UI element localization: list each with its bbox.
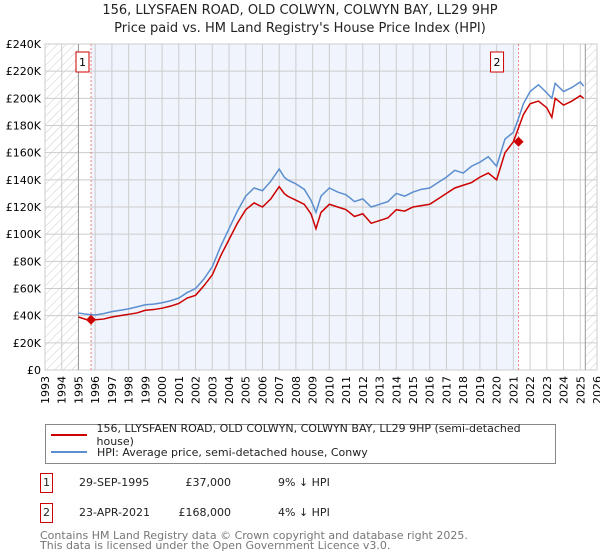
y-tick-label: £0	[27, 364, 41, 377]
hpi-line	[78, 81, 585, 316]
x-tick-label: 2019	[474, 376, 487, 404]
y-tick-label: £140K	[6, 174, 42, 187]
y-tick-label: £120K	[6, 201, 42, 214]
x-tick-label: 2016	[424, 376, 437, 404]
x-tick-label: 2007	[273, 376, 286, 404]
sale-row: 2 23-APR-2021 £168,000 4% ↓ HPI	[40, 503, 600, 523]
sale-hpi-diff: 4% ↓ HPI	[278, 506, 330, 519]
x-tick-label: 2008	[290, 376, 303, 404]
sale-label: 2	[494, 56, 501, 69]
x-tick-label: 2003	[206, 376, 219, 404]
y-tick-label: £220K	[6, 65, 42, 78]
y-tick-label: £20K	[13, 337, 42, 350]
x-tick-label: 1995	[72, 376, 85, 404]
y-tick-label: £40K	[13, 310, 42, 323]
y-tick-label: £160K	[6, 147, 42, 160]
y-tick-label: £240K	[6, 38, 42, 51]
x-tick-label: 2014	[390, 376, 403, 404]
sale-price: £37,000	[185, 476, 232, 489]
x-tick-label: 2000	[156, 376, 169, 404]
x-tick-label: 2005	[240, 376, 253, 404]
x-tick-label: 2001	[173, 376, 186, 404]
legend-item-property: 156, LLYSFAEN ROAD, OLD COLWYN, COLWYN B…	[46, 422, 555, 448]
sale-row: 1 29-SEP-1995 £37,000 9% ↓ HPI	[40, 473, 600, 493]
footer-copyright: Contains HM Land Registry data © Crown c…	[40, 529, 468, 542]
legend-label: HPI: Average price, semi-detached house,…	[97, 445, 368, 459]
x-tick-label: 1998	[123, 376, 136, 404]
x-tick-label: 2010	[323, 376, 336, 404]
x-tick-label: 2004	[223, 376, 236, 404]
sale-date: 29-SEP-1995	[79, 476, 150, 489]
x-tick-label: 1993	[39, 376, 52, 404]
x-tick-label: 2009	[307, 376, 320, 404]
x-tick-label: 2020	[491, 376, 504, 404]
x-tick-label: 2023	[541, 376, 554, 404]
x-tick-label: 1994	[56, 376, 69, 404]
footer-licence: This data is licensed under the Open Gov…	[40, 539, 391, 552]
x-tick-label: 2025	[574, 376, 587, 404]
y-tick-label: £200K	[6, 92, 42, 105]
x-tick-label: 1997	[106, 376, 119, 404]
x-tick-label: 2012	[357, 376, 370, 404]
blue-line-swatch	[51, 451, 87, 453]
y-tick-label: £180K	[6, 120, 42, 133]
y-tick-label: £100K	[6, 228, 42, 241]
x-tick-label: 2006	[256, 376, 269, 404]
x-tick-label: 1999	[139, 376, 152, 404]
sale-price: £168,000	[178, 506, 232, 519]
sale-label: 1	[79, 56, 86, 69]
sale-date: 23-APR-2021	[79, 506, 151, 519]
price-chart: 1993 1994 1995 1996 1997 1998 1999 2000 2001 2002…	[6, 38, 600, 404]
x-tick-label: 2021	[507, 376, 520, 404]
sale-point-marker	[86, 314, 96, 325]
property-price-line	[78, 94, 585, 321]
x-tick-label: 2024	[558, 376, 571, 404]
x-tick-label: 2013	[374, 376, 387, 404]
legend: 156, LLYSFAEN ROAD, OLD COLWYN, COLWYN B…	[45, 422, 556, 464]
x-tick-label: 2011	[340, 376, 353, 404]
legend-item-hpi: HPI: Average price, semi-detached house,…	[46, 444, 368, 460]
red-line-swatch	[51, 434, 87, 436]
sale-hpi-diff: 9% ↓ HPI	[278, 476, 330, 489]
sale-label-box	[490, 51, 505, 73]
y-tick-label: £60K	[13, 283, 42, 296]
x-tick-label: 2017	[440, 376, 453, 404]
footer: Contains HM Land Registry data © Crown c…	[40, 529, 468, 552]
x-tick-label: 2026	[591, 376, 600, 404]
sale-point-marker	[513, 136, 524, 147]
sale-marker-badge: 2	[40, 503, 53, 523]
x-tick-label: 2002	[190, 376, 203, 404]
x-tick-label: 2022	[524, 376, 537, 404]
sale-marker-badge: 1	[40, 473, 53, 493]
x-tick-label: 2018	[457, 376, 470, 404]
legend-label: 156, LLYSFAEN ROAD, OLD COLWYN, COLWYN B…	[96, 422, 521, 448]
y-tick-label: £80K	[13, 255, 42, 268]
chart-title: 156, LLYSFAEN ROAD, OLD COLWYN, COLWYN B…	[102, 3, 498, 18]
x-tick-label: 2015	[407, 376, 420, 404]
x-tick-label: 1996	[89, 376, 102, 404]
sale-label-box	[75, 51, 90, 73]
chart-subtitle: Price paid vs. HM Land Registry's House …	[114, 21, 486, 36]
